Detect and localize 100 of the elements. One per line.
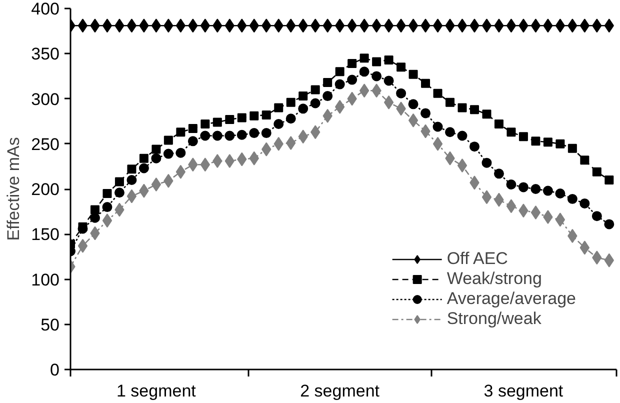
point [372,71,382,82]
point [482,190,492,204]
point [420,108,431,118]
point [482,18,492,33]
point [506,199,516,214]
point [359,84,370,98]
point [102,202,112,212]
point [555,18,566,33]
point [530,205,541,220]
point [176,18,186,33]
point [236,130,247,140]
point [446,98,455,107]
point [408,99,418,110]
point [530,18,541,33]
point [249,128,260,138]
point [542,186,553,196]
point [530,184,541,194]
point [359,66,370,77]
legend-label: Average/average [446,289,576,309]
point [408,113,418,128]
point [518,182,528,192]
point [286,114,296,124]
point [176,148,186,158]
point [78,238,88,253]
point [212,118,222,127]
point [457,158,468,173]
point [604,219,614,230]
point [494,120,504,129]
point [567,194,578,204]
point [114,188,124,198]
point [458,103,467,112]
point [445,127,456,138]
y-tick-label: 250 [31,134,60,154]
y-tick-label: 350 [31,44,60,64]
point [518,132,528,142]
point [334,100,345,114]
y-tick-label: 0 [50,360,60,380]
point [506,18,516,33]
point [310,85,320,94]
point [102,18,112,33]
point [432,18,443,33]
point [262,110,271,120]
point [470,105,479,114]
point [555,188,566,199]
point [482,158,492,168]
point [543,138,552,147]
point [176,164,186,179]
point [469,142,480,152]
point [555,212,566,227]
text: 3 segment [484,382,564,400]
point [102,189,112,198]
point [151,18,162,33]
point [384,95,394,110]
point [592,211,602,222]
legend-label: Off AEC [446,249,508,269]
point [310,98,320,108]
point [556,139,565,148]
point [494,168,504,179]
point [274,103,284,112]
y-axis-title: Effective mAs [4,137,24,241]
point [531,136,540,146]
point [102,214,112,228]
text: 2 segment [300,382,380,400]
point [126,18,137,33]
point [322,91,333,102]
point [224,130,235,141]
point [347,74,358,85]
y-tick-label: 50 [40,315,60,334]
y-tick-label: 300 [31,90,60,109]
point [432,136,443,151]
point [408,18,418,33]
point [334,79,345,90]
point [274,119,284,130]
point [261,128,272,138]
point [348,59,357,68]
point [90,212,100,223]
point [164,136,173,145]
point [126,189,137,204]
point [176,128,186,137]
legend-label: Strong/weak [446,309,542,329]
point [335,67,344,76]
point [592,167,602,176]
point [360,54,369,63]
point [433,88,442,98]
y-tick-label: 150 [31,225,60,244]
point [568,144,577,153]
point [139,154,148,163]
y-tick-label: 400 [31,0,60,18]
point [432,122,443,132]
point [286,98,296,107]
point [396,62,406,72]
point [604,175,614,184]
point [138,163,149,174]
point [384,55,394,64]
point [359,18,370,33]
point [580,198,590,208]
point [298,104,308,114]
point [151,153,162,164]
point [188,136,198,146]
point [152,144,161,154]
